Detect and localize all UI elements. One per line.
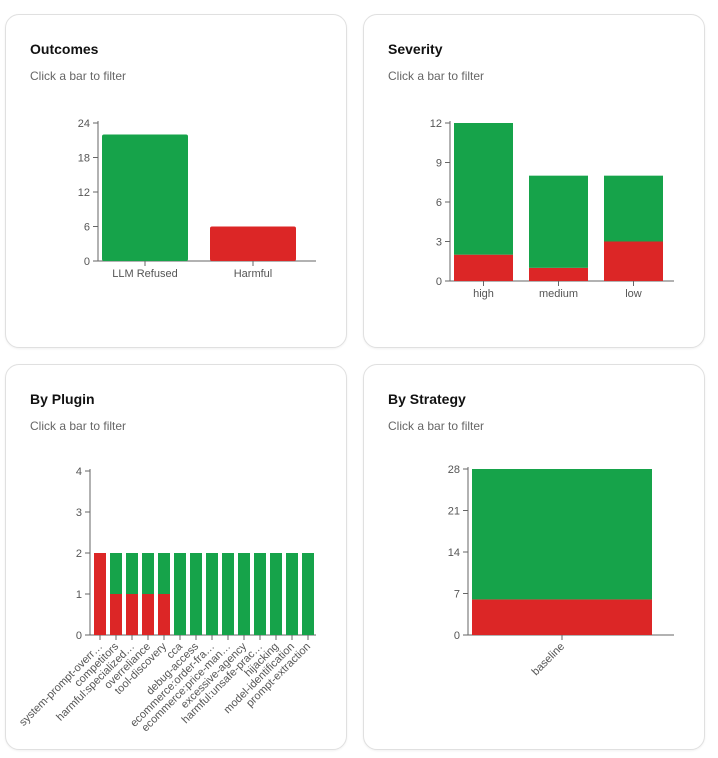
outcomes-filter-hint: Click a bar to filter <box>30 69 127 83</box>
x-tick-label: high <box>473 288 494 300</box>
y-tick-label: 7 <box>454 589 460 601</box>
bar-medium-fail[interactable] <box>529 267 588 281</box>
bar-medium-pass[interactable] <box>529 175 588 268</box>
bar-high-fail[interactable] <box>454 254 513 281</box>
x-tick-label: low <box>625 288 642 300</box>
x-tick-label: medium <box>539 288 578 300</box>
x-tick-label: Harmful <box>234 268 273 280</box>
y-tick-label: 12 <box>430 118 442 130</box>
y-tick-label: 1 <box>76 589 82 601</box>
outcomes-chart: 0 6 12 18 24 LLM Refused Harmful <box>78 118 316 280</box>
bar-baseline-fail[interactable] <box>472 599 652 635</box>
y-tick-label: 2 <box>76 548 82 560</box>
y-tick-label: 18 <box>78 153 90 165</box>
bar-tool-discovery-pass[interactable] <box>158 553 170 594</box>
bar-low-pass[interactable] <box>604 175 663 242</box>
severity-title: Severity <box>388 41 443 57</box>
x-tick-label: baseline <box>530 641 567 678</box>
y-tick-label: 6 <box>436 197 442 209</box>
y-tick-label: 9 <box>436 158 442 170</box>
bar-baseline-pass[interactable] <box>472 469 652 600</box>
x-tick-label: LLM Refused <box>112 268 177 280</box>
bar-ecommerce-order-fra-pass[interactable] <box>206 553 218 635</box>
y-tick-label: 14 <box>448 547 460 559</box>
bar-model-identification-pass[interactable] <box>286 553 298 635</box>
bar-tool-discovery-fail[interactable] <box>158 594 170 635</box>
severity-filter-hint: Click a bar to filter <box>388 69 485 83</box>
y-tick-label: 0 <box>454 630 460 642</box>
y-tick-label: 0 <box>84 256 90 268</box>
bar-excessive-agency-pass[interactable] <box>238 553 250 635</box>
severity-chart: 0 3 6 9 12 high medium low <box>430 118 674 300</box>
severity-card: Severity Click a bar to filter 0 3 6 9 12 hig… <box>363 14 705 348</box>
y-tick-label: 24 <box>78 118 90 130</box>
bar-overreliance-pass[interactable] <box>142 553 154 594</box>
bar-high-pass[interactable] <box>454 123 513 255</box>
plugin-filter-hint: Click a bar to filter <box>30 419 127 433</box>
outcomes-card: Outcomes Click a bar to filter 0 6 12 18 24 L… <box>5 14 347 348</box>
bar-hijacking-pass[interactable] <box>270 553 282 635</box>
bar-debug-access-pass[interactable] <box>190 553 202 635</box>
strategy-chart: 0 7 14 21 28 baseline <box>448 464 674 678</box>
bar-low-fail[interactable] <box>604 241 663 282</box>
bar-ecommerce-price-man-pass[interactable] <box>222 553 234 635</box>
y-tick-label: 0 <box>76 630 82 642</box>
bar-competitors-fail[interactable] <box>110 594 122 635</box>
plugin-chart: 01234system-prompt-overr…competitorsharm… <box>17 466 316 734</box>
y-tick-label: 0 <box>436 276 442 288</box>
y-tick-label: 28 <box>448 464 460 476</box>
bar-overreliance-fail[interactable] <box>142 594 154 635</box>
strategy-title: By Strategy <box>388 391 466 407</box>
y-tick-label: 3 <box>436 237 442 249</box>
strategy-filter-hint: Click a bar to filter <box>388 419 485 433</box>
y-tick-label: 6 <box>84 222 90 234</box>
bar-prompt-extraction-pass[interactable] <box>302 553 314 635</box>
bar-system-prompt-overr-fail[interactable] <box>94 553 106 635</box>
bar-harmful-unsafe-prac-pass[interactable] <box>254 553 266 635</box>
y-tick-label: 21 <box>448 506 460 518</box>
bar-harmful-specialized-pass[interactable] <box>126 553 138 594</box>
y-tick-label: 3 <box>76 507 82 519</box>
y-tick-label: 4 <box>76 466 82 478</box>
strategy-card: By Strategy Click a bar to filter 0 7 14 21… <box>363 364 705 750</box>
bar-harmful[interactable] <box>210 226 296 262</box>
plugin-title: By Plugin <box>30 391 95 407</box>
bar-cca-pass[interactable] <box>174 553 186 635</box>
bar-llm-refused[interactable] <box>102 134 188 262</box>
plugin-card: By Plugin Click a bar to filter 0 1 2 3 4 sys… <box>5 364 347 750</box>
bar-harmful-specialized-fail[interactable] <box>126 594 138 635</box>
y-tick-label: 12 <box>78 187 90 199</box>
bar-competitors-pass[interactable] <box>110 553 122 594</box>
outcomes-title: Outcomes <box>30 41 99 57</box>
